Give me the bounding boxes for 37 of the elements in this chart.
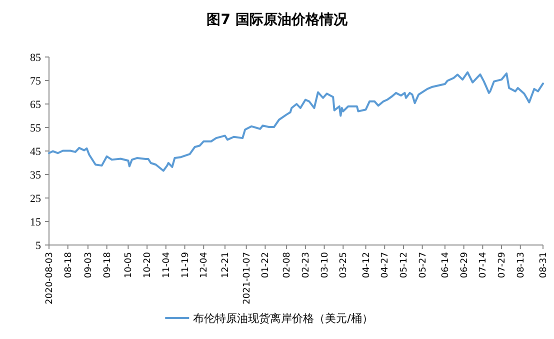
- y-tick-label: 25: [30, 193, 42, 205]
- x-tick-label: 10-05: [124, 252, 134, 278]
- x-tick-label: 11-04: [162, 252, 172, 278]
- x-tick-label: 03-10: [320, 252, 330, 278]
- y-tick-label: 45: [30, 146, 42, 158]
- x-tick-label: 08-31: [539, 252, 549, 278]
- x-tick-label: 12-21: [220, 252, 231, 278]
- x-tick-label: 11-19: [180, 252, 191, 278]
- x-tick-label: 05-27: [418, 252, 428, 278]
- x-tick-label: 2020-08-03: [45, 252, 55, 304]
- y-tick-label: 65: [30, 99, 42, 111]
- x-tick-label: 05-12: [399, 252, 410, 278]
- x-tick-label: 09-18: [102, 252, 113, 278]
- x-tick-label: 06-29: [460, 252, 470, 278]
- y-tick-label: 75: [30, 76, 42, 88]
- x-tick-label: 08-18: [64, 252, 74, 278]
- y-tick-label: 5: [36, 240, 42, 252]
- x-tick-label: 07-29: [498, 252, 508, 278]
- x-tick-label: 12-04: [200, 252, 210, 278]
- x-tick-label: 09-03: [84, 252, 94, 278]
- x-tick-label: 06-14: [440, 252, 451, 278]
- x-tick-label: 2021-01-07: [242, 252, 252, 304]
- x-tick-label: 07-14: [478, 252, 489, 278]
- x-tick-label: 04-12: [362, 252, 372, 278]
- x-tick-label: 02-23: [301, 252, 312, 278]
- x-tick-label: 01-22: [261, 252, 272, 278]
- y-tick-label: 35: [30, 170, 42, 182]
- x-tick-label: 03-25: [339, 252, 350, 278]
- y-tick-label: 15: [30, 216, 42, 228]
- y-tick-label: 85: [30, 52, 42, 64]
- x-tick-label: 10-20: [143, 252, 154, 278]
- legend: 布伦特原油现货离岸价格（美元/桶）: [165, 312, 373, 325]
- y-tick-label: 55: [30, 122, 42, 134]
- x-tick-label: 02-08: [282, 252, 293, 278]
- x-tick-label: 04-27: [380, 252, 391, 278]
- chart-title: 图7 国际原油价格情况: [206, 12, 348, 28]
- x-tick-label: 08-13: [516, 252, 526, 278]
